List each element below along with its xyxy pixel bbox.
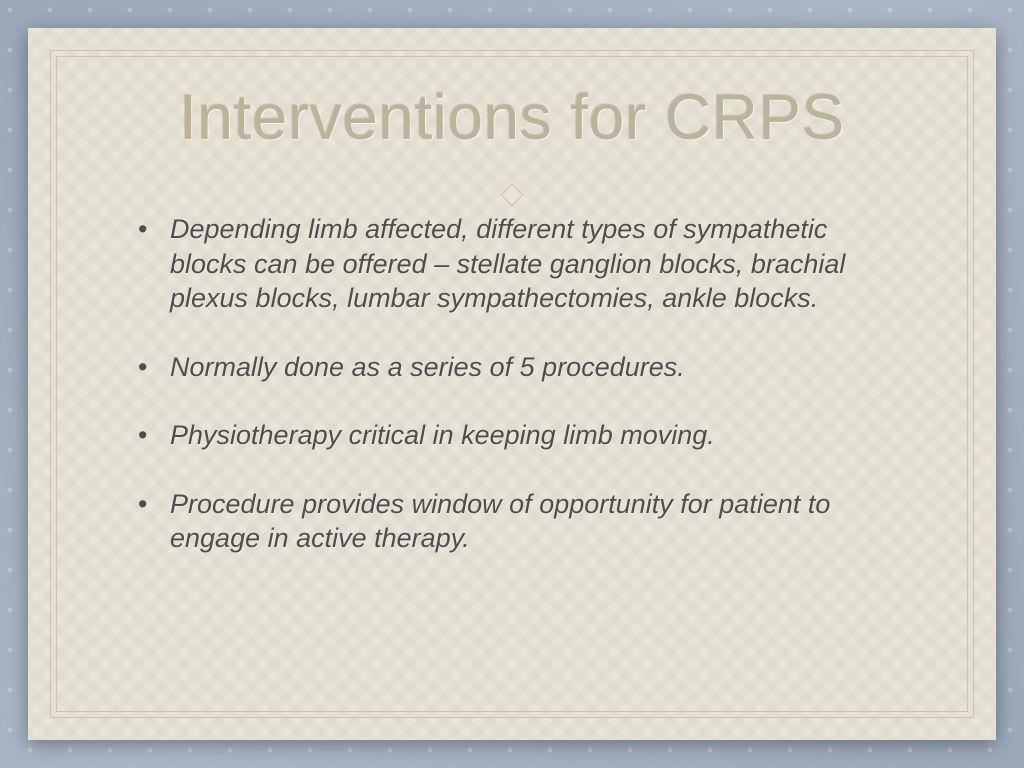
list-item: Physiotherapy critical in keeping limb m…: [134, 418, 908, 453]
slide-title: Interventions for CRPS: [116, 80, 908, 154]
list-item: Depending limb affected, different types…: [134, 212, 908, 316]
list-item: Procedure provides window of opportunity…: [134, 487, 908, 556]
list-item: Normally done as a series of 5 procedure…: [134, 350, 908, 385]
slide-content: Interventions for CRPS Depending limb af…: [56, 56, 968, 712]
slide: Interventions for CRPS Depending limb af…: [28, 28, 996, 740]
bullet-list: Depending limb affected, different types…: [116, 212, 908, 556]
